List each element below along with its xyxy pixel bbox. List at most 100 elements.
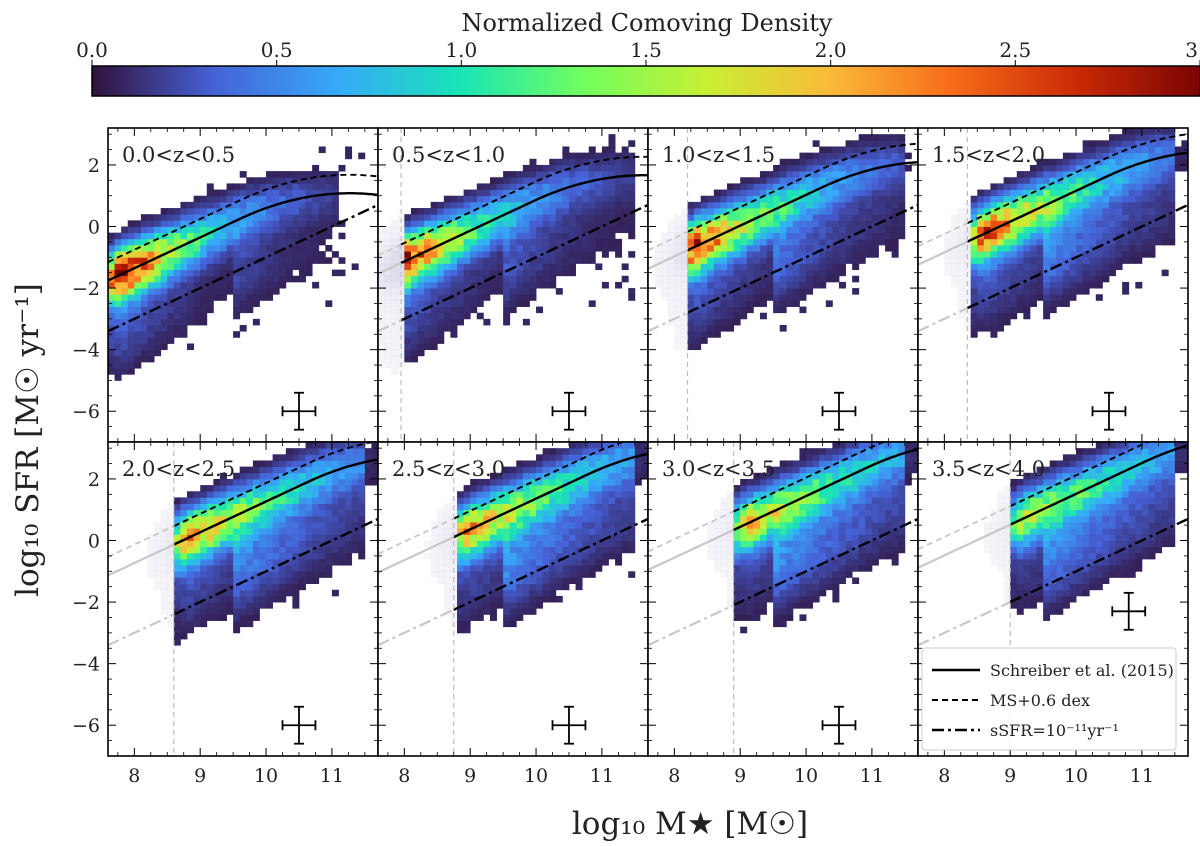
density-bin [786,164,794,172]
density-bin [1108,208,1116,215]
density-bin [1010,195,1018,203]
density-bin [1023,312,1031,320]
density-bin [457,257,465,264]
density-bin [200,300,208,307]
density-bin [1108,263,1116,271]
density-bin [536,226,544,234]
density-bin [575,195,583,203]
density-bin [509,608,517,615]
density-bin [187,540,195,548]
density-bin [509,503,517,511]
density-bin [990,269,998,277]
density-bin [331,183,339,190]
density-bin [1029,183,1037,190]
density-bin [318,552,326,560]
density-bin [160,515,168,523]
density-bin [292,460,300,468]
density-bin [259,602,267,609]
density-bin [154,244,162,252]
density-bin [661,269,669,277]
density-bin [1029,269,1037,277]
density-bin [674,257,682,264]
density-bin [1076,269,1084,277]
density-bin [575,583,583,591]
density-bin [825,158,833,166]
density-bin [1115,171,1123,178]
density-bin [516,269,524,277]
density-bin [1036,263,1044,271]
density-bin [964,318,972,326]
density-bin [950,269,958,277]
density-bin [983,244,991,252]
density-bin [878,232,886,240]
density-bin [1062,275,1070,283]
density-bin [509,226,517,234]
density-bin [806,257,814,264]
density-bin [536,220,544,227]
density-bin [983,238,991,246]
density-bin [628,201,636,209]
density-bin [687,300,695,307]
density-bin [279,263,287,271]
density-bin [865,201,873,209]
density-bin [1010,214,1018,221]
density-bin [173,238,181,246]
density-bin [457,497,465,504]
density-bin [522,472,530,480]
density-bin [536,534,544,541]
density-bin [167,546,175,554]
density-bin [1023,201,1031,209]
density-bin [983,226,991,234]
density-bin [503,614,511,621]
density-bin [154,343,162,351]
density-bin [1095,195,1103,203]
density-bin [1069,275,1077,283]
density-bin [522,602,530,609]
density-bin [522,552,530,560]
density-bin [727,189,735,197]
density-bin [1003,189,1011,197]
ms-offset-line-faded [918,222,968,248]
density-bin [483,497,491,504]
density-bin [700,257,708,264]
density-bin [628,232,636,240]
density-bin [470,294,478,301]
density-bin [555,208,563,215]
density-bin [219,288,227,295]
density-bin [213,577,221,585]
density-bin [852,232,860,240]
density-bin [997,238,1005,246]
density-bin [476,602,484,609]
density-bin [529,552,537,560]
density-bin [345,522,353,529]
density-bin [437,565,445,572]
density-bin [496,515,504,523]
density-bin [325,558,333,566]
density-bin [266,214,274,221]
density-bin [1155,201,1163,209]
density-bin [476,232,484,240]
density-bin [213,281,221,289]
density-bin [140,232,148,240]
density-bin [345,454,353,461]
density-bin [305,195,313,203]
density-bin [114,244,122,252]
density-bin [292,251,300,258]
density-bin [838,164,846,172]
density-bin [318,460,326,468]
density-bin [1023,257,1031,264]
density-bin [252,251,260,258]
density-bin [858,220,866,227]
density-bin [391,294,399,301]
density-bin [694,208,702,215]
density-bin [1016,171,1024,178]
density-bin [305,214,313,221]
density-bin [542,546,550,554]
density-bin [417,281,425,289]
density-bin [476,503,484,511]
density-bin [582,232,590,240]
x-tick-label: 11 [320,765,344,787]
density-bin [246,595,254,603]
density-bin [417,263,425,271]
density-bin [239,183,247,190]
